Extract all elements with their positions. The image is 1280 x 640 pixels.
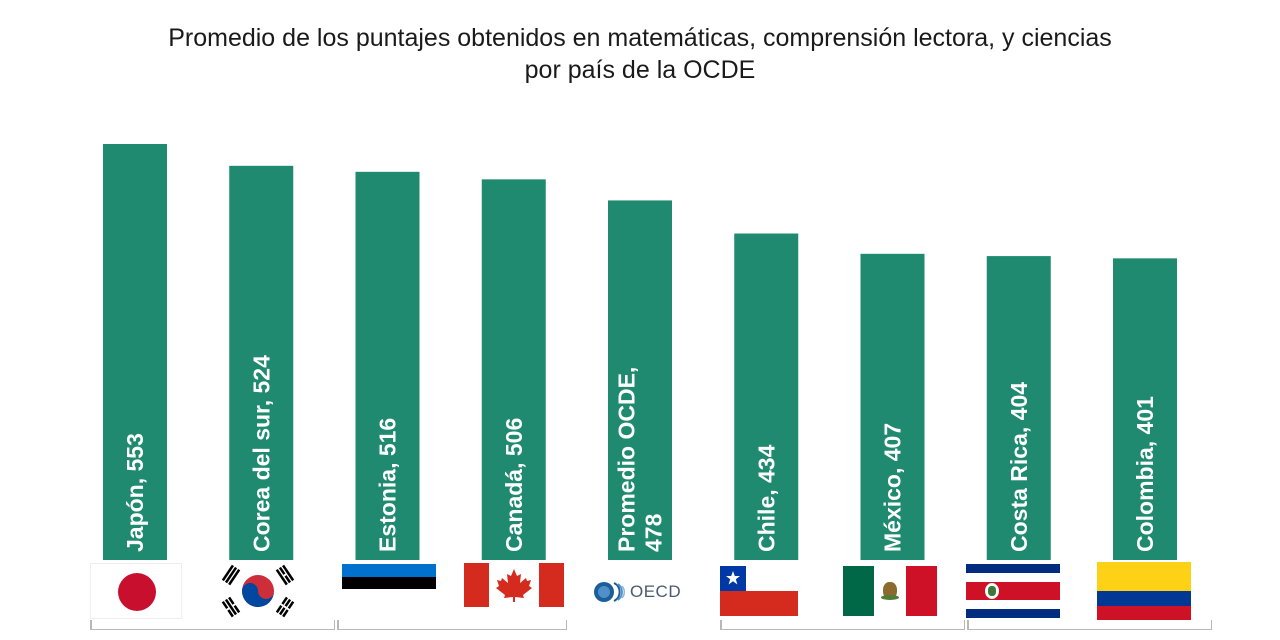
bar-label-mexico: México, 407 xyxy=(880,423,906,552)
bar-label-corea-del-sur: Corea del sur, 524 xyxy=(248,355,274,552)
chart-title-line-1: Promedio de los puntajes obtenidos en ma… xyxy=(168,24,1112,52)
group-bracket-right-2 xyxy=(967,619,1212,630)
bar-japon xyxy=(103,144,167,560)
bar-label-canada: Canadá, 506 xyxy=(501,418,527,552)
japan-flag-icon xyxy=(90,563,182,619)
oecd-logo-text: OECD xyxy=(630,582,682,601)
group-bracket-right xyxy=(720,619,965,630)
canada-flag-icon xyxy=(464,563,564,607)
bar-label-colombia: Colombia, 401 xyxy=(1132,396,1158,552)
estonia-flag-icon xyxy=(342,564,436,602)
costa-rica-flag-icon xyxy=(966,564,1060,618)
bar-colombia xyxy=(1113,258,1177,560)
bar-canada xyxy=(481,179,546,560)
bar-mexico xyxy=(860,253,925,560)
bar-chile xyxy=(734,233,799,560)
bar-label-chile: Chile, 434 xyxy=(753,444,779,552)
bar-estonia xyxy=(355,171,420,561)
bar-label-costa-rica: Costa Rica, 404 xyxy=(1006,382,1032,552)
chart-title: Promedio de los puntajes obtenidos en ma… xyxy=(0,22,1280,86)
chile-flag-icon xyxy=(720,566,798,616)
colombia-flag-icon xyxy=(1097,562,1191,620)
group-bracket-left-2 xyxy=(337,619,567,630)
bar-label-promedio-ocde: Promedio OCDE,478 xyxy=(614,367,667,552)
bar-label-japon: Japón, 553 xyxy=(122,433,148,552)
bar-costa-rica xyxy=(986,256,1051,560)
chart-title-line-2: por país de la OCDE xyxy=(524,56,756,84)
bar-label-estonia: Estonia, 516 xyxy=(375,418,401,552)
bar-promedio-ocde xyxy=(608,200,672,560)
bar-corea-del-sur xyxy=(229,165,294,560)
group-bracket-left xyxy=(90,619,335,630)
south-korea-flag-icon xyxy=(212,563,304,619)
oecd-logo-icon: OECD xyxy=(593,580,681,604)
mexico-flag-icon xyxy=(843,566,937,616)
